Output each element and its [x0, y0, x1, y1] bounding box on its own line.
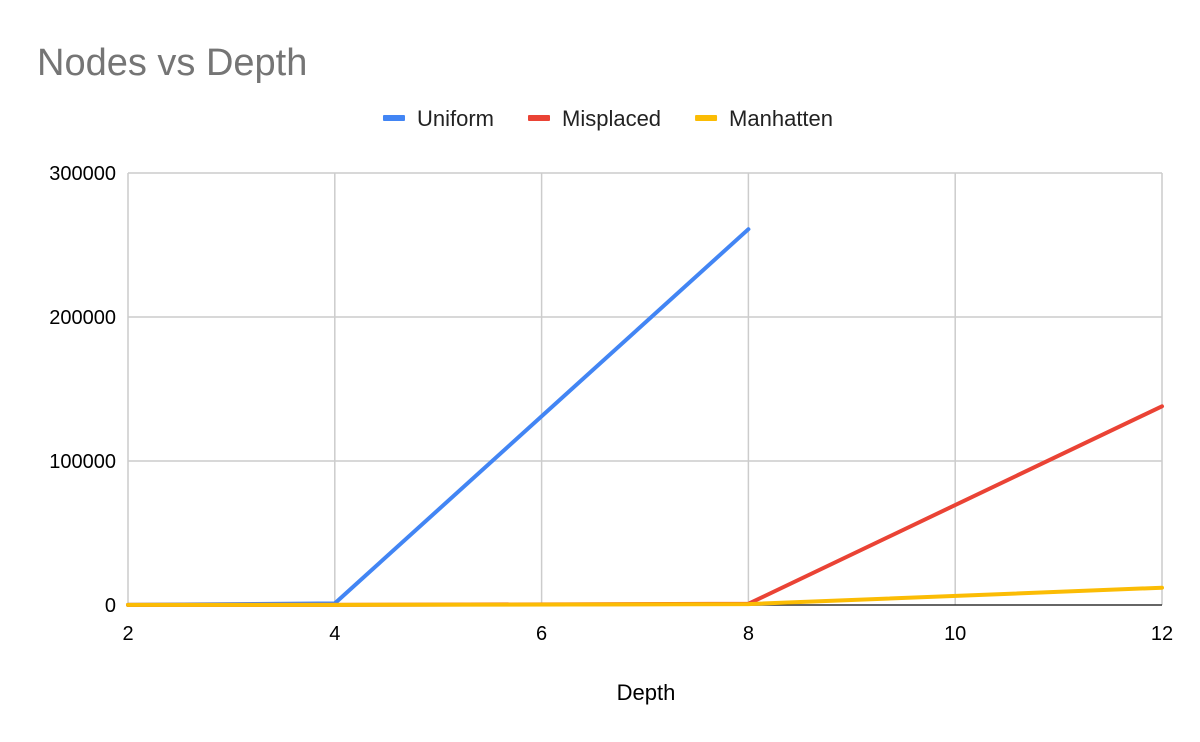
x-tick-label: 4: [329, 623, 340, 645]
chart-title: Nodes vs Depth: [37, 42, 307, 84]
series-line-manhatten: [126, 585, 1164, 607]
y-tick-label: 300000: [49, 163, 116, 185]
legend-swatch: [695, 115, 718, 121]
y-tick-label: 100000: [49, 451, 116, 473]
y-tick-label: 200000: [49, 307, 116, 329]
y-tick-label: 0: [105, 595, 116, 617]
legend-item-manhatten: Manhatten: [695, 106, 833, 131]
series-line-uniform: [126, 227, 751, 607]
series-layer: [126, 227, 1164, 607]
legend-item-uniform: Uniform: [382, 106, 494, 131]
legend-label: Manhatten: [729, 106, 833, 131]
x-tick-label: 2: [122, 623, 133, 645]
legend-item-misplaced: Misplaced: [528, 106, 661, 131]
legend-label: Uniform: [417, 106, 494, 131]
legend-label: Misplaced: [562, 106, 661, 131]
x-tick-label: 10: [944, 623, 966, 645]
legend-swatch: [528, 115, 550, 121]
legend: Uniform Misplaced Manhatten: [382, 106, 833, 131]
x-tick-label: 12: [1151, 623, 1173, 645]
x-tick-label: 6: [536, 623, 547, 645]
legend-swatch: [382, 115, 405, 121]
x-axis-label: Depth: [617, 680, 676, 705]
tick-labels: 0 100000 200000 300000 2 4 6 8 10 12: [49, 163, 1173, 645]
x-tick-label: 8: [743, 623, 754, 645]
grid: [127, 172, 1163, 606]
series-line-misplaced: [126, 404, 1164, 607]
